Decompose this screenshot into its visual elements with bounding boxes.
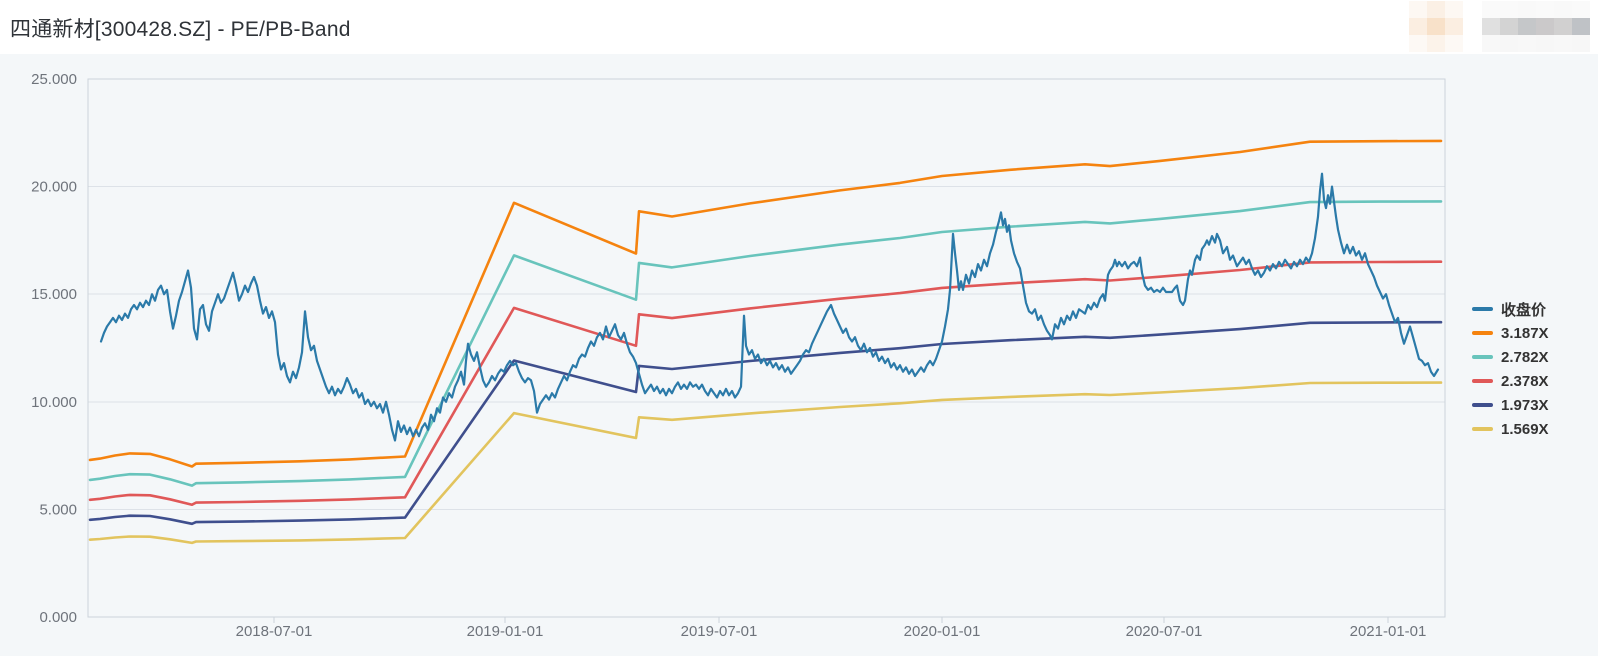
mosaic-cell	[1518, 1, 1536, 18]
x-axis-tick-label: 2019-01-01	[467, 623, 544, 640]
legend-swatch-band-1.569x	[1472, 427, 1493, 431]
x-axis-tick-label: 2018-07-01	[236, 623, 313, 640]
redacted-logo	[1409, 1, 1463, 52]
mosaic-cell	[1572, 1, 1590, 18]
mosaic-cell	[1518, 35, 1536, 52]
mosaic-cell	[1500, 35, 1518, 52]
chart-legend: 收盘价 3.187X 2.782X 2.378X 1.973X 1.569X	[1472, 297, 1549, 441]
y-axis-tick-label: 0.000	[39, 609, 77, 626]
mosaic-cell	[1445, 35, 1463, 52]
legend-label-band-2.782x: 2.782X	[1501, 348, 1549, 366]
mosaic-cell	[1482, 35, 1500, 52]
mosaic-cell	[1445, 1, 1463, 18]
mosaic-cell	[1482, 1, 1500, 18]
y-axis-tick-label: 25.000	[31, 71, 77, 88]
mosaic-cell	[1572, 35, 1590, 52]
mosaic-cell	[1482, 18, 1500, 35]
legend-item-band-3.187x[interactable]: 3.187X	[1472, 321, 1549, 345]
mosaic-cell	[1427, 35, 1445, 52]
mosaic-cell	[1427, 1, 1445, 18]
legend-swatch-band-2.782x	[1472, 355, 1493, 359]
series-line-band-1.569x	[88, 381, 1443, 545]
mosaic-cell	[1554, 1, 1572, 18]
legend-item-band-2.782x[interactable]: 2.782X	[1472, 345, 1549, 369]
y-axis-tick-label: 20.000	[31, 179, 77, 196]
mosaic-cell	[1409, 35, 1427, 52]
legend-label-band-1.569x: 1.569X	[1501, 420, 1549, 438]
legend-label-band-1.973x: 1.973X	[1501, 396, 1549, 414]
series-line-close-price	[99, 172, 1440, 442]
series-line-band-2.378x	[88, 260, 1443, 507]
legend-swatch-band-3.187x	[1472, 331, 1493, 335]
mosaic-cell	[1536, 18, 1554, 35]
x-axis-tick-label: 2019-07-01	[681, 623, 758, 640]
mosaic-cell	[1500, 18, 1518, 35]
legend-swatch-close-price	[1472, 307, 1493, 311]
legend-item-band-1.569x[interactable]: 1.569X	[1472, 417, 1549, 441]
y-axis-tick-label: 10.000	[31, 394, 77, 411]
x-axis-tick-label: 2020-01-01	[904, 623, 981, 640]
mosaic-cell	[1572, 18, 1590, 35]
mosaic-cell	[1536, 35, 1554, 52]
mosaic-cell	[1554, 35, 1572, 52]
series-line-band-2.782x	[88, 200, 1443, 487]
mosaic-cell	[1536, 1, 1554, 18]
y-axis-tick-label: 15.000	[31, 286, 77, 303]
mosaic-cell	[1409, 18, 1427, 35]
x-axis-tick-label: 2020-07-01	[1126, 623, 1203, 640]
mosaic-cell	[1427, 18, 1445, 35]
series-line-band-1.973x	[88, 320, 1443, 526]
mosaic-cell	[1445, 18, 1463, 35]
series-line-band-3.187x	[88, 139, 1443, 468]
mosaic-cell	[1518, 18, 1536, 35]
legend-item-band-2.378x[interactable]: 2.378X	[1472, 369, 1549, 393]
mosaic-cell	[1500, 1, 1518, 18]
y-axis-tick-label: 5.000	[39, 501, 77, 518]
legend-item-close-price[interactable]: 收盘价	[1472, 297, 1549, 321]
legend-swatch-band-1.973x	[1472, 403, 1493, 407]
x-axis-tick-label: 2021-01-01	[1350, 623, 1427, 640]
legend-item-band-1.973x[interactable]: 1.973X	[1472, 393, 1549, 417]
legend-label-band-3.187x: 3.187X	[1501, 324, 1549, 342]
legend-label-close-price: 收盘价	[1501, 301, 1547, 319]
redacted-text	[1482, 1, 1590, 52]
legend-label-band-2.378x: 2.378X	[1501, 372, 1549, 390]
mosaic-cell	[1409, 1, 1427, 18]
plot-border	[87, 78, 1446, 618]
mosaic-cell	[1554, 18, 1572, 35]
legend-swatch-band-2.378x	[1472, 379, 1493, 383]
chart-canvas-background	[0, 54, 1598, 656]
chart-title: 四通新材[300428.SZ] - PE/PB-Band	[10, 18, 351, 41]
